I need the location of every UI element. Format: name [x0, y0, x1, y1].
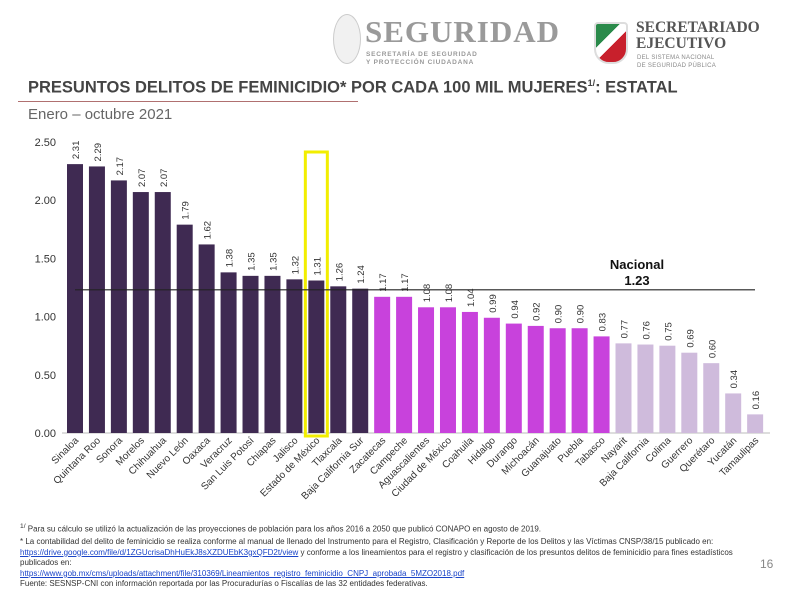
sesnsp-shield-icon — [594, 22, 628, 64]
y-tick-label: 2.50 — [35, 137, 56, 149]
data-label: 0.60 — [707, 340, 718, 359]
bar-tamaulipas — [747, 414, 764, 433]
data-label: 0.83 — [598, 313, 609, 332]
bar-guerrero — [681, 352, 698, 433]
data-label: 1.08 — [444, 284, 455, 303]
y-tick-label: 2.00 — [35, 195, 56, 207]
data-label: 1.26 — [334, 263, 345, 282]
data-label: 0.69 — [685, 329, 696, 348]
data-label: 0.16 — [751, 391, 762, 410]
gob-link[interactable]: https://www.gob.mx/cms/uploads/attachmen… — [20, 568, 465, 578]
highlight-box — [303, 150, 329, 438]
y-tick-label: 1.50 — [35, 253, 56, 265]
data-label: 1.17 — [400, 273, 411, 292]
page-number: 16 — [760, 557, 774, 571]
data-label: 0.34 — [729, 370, 740, 389]
footnote-2: * La contabilidad del delito de feminici… — [20, 537, 733, 578]
sesnsp-logo-subtitle: DEL SISTEMA NACIONAL DE SEGURIDAD PÚBLICA — [637, 55, 717, 69]
bar-baja-california — [637, 344, 654, 433]
bar-puebla — [571, 328, 588, 433]
footnote-1: 1/ Para su cálculo se utilizó la actuali… — [20, 523, 542, 534]
data-label: 0.90 — [554, 305, 565, 324]
data-label: 2.29 — [93, 143, 104, 162]
bar-veracruz — [220, 272, 237, 433]
national-label: Nacional — [610, 257, 664, 272]
bar-jalisco — [286, 279, 303, 433]
data-label: 1.32 — [290, 256, 301, 275]
bar-sonora — [110, 180, 127, 433]
data-label: 0.99 — [488, 294, 499, 313]
data-label: 1.35 — [247, 252, 258, 271]
bar-estado-de-m-xico — [308, 280, 325, 433]
source-note: Fuente: SESNSP-CNI con información repor… — [20, 579, 428, 589]
bar-san-luis-potos- — [242, 275, 259, 433]
data-label: 2.07 — [159, 169, 170, 188]
national-value-label: 1.23 — [624, 273, 649, 288]
title-divider — [18, 101, 358, 102]
national-seal-icon — [333, 14, 361, 64]
seguridad-logo-subtitle: SECRETARÍA DE SEGURIDAD Y PROTECCIÓN CIUD… — [366, 51, 478, 66]
bar-baja-california-sur — [352, 288, 369, 433]
slide-title: PRESUNTOS DELITOS DE FEMINICIDIO* POR CA… — [28, 78, 678, 97]
bar-durango — [505, 323, 522, 433]
data-label: 0.92 — [532, 302, 543, 321]
bar-sinaloa — [67, 164, 83, 433]
data-label: 0.75 — [663, 322, 674, 341]
data-label: 1.17 — [378, 273, 389, 292]
slide-subtitle: Enero – octubre 2021 — [28, 106, 173, 123]
data-label: 1.62 — [203, 221, 214, 240]
bar-chihuahua — [154, 192, 171, 433]
data-label: 0.90 — [576, 305, 587, 324]
bar-morelos — [132, 192, 149, 433]
bar-quer-taro — [703, 363, 720, 433]
bar-michoac-n — [527, 325, 544, 433]
bar-ciudad-de-m-xico — [439, 307, 456, 433]
bar-chart: 0.000.501.001.502.002.50 2.31Sinaloa2.29Q… — [35, 137, 770, 502]
bar-coahuila — [461, 311, 478, 433]
data-label: 1.08 — [422, 284, 433, 303]
data-label: 0.76 — [641, 321, 652, 340]
data-label: 1.38 — [225, 249, 236, 268]
data-label: 2.31 — [71, 141, 82, 160]
bar-guanajuato — [549, 328, 566, 433]
bar-campeche — [396, 296, 413, 433]
bar-oaxaca — [198, 244, 215, 433]
data-label: 1.31 — [312, 257, 323, 276]
data-label: 1.24 — [356, 265, 367, 284]
footnotes: 1/ Para su cálculo se utilizó la actuali… — [20, 522, 750, 590]
y-tick-label: 1.00 — [35, 312, 56, 324]
bar-quintana-roo — [88, 166, 105, 433]
bar-nuevo-le-n — [176, 224, 193, 433]
bar-yucat-n — [725, 393, 742, 433]
data-label: 1.35 — [268, 252, 279, 271]
y-tick-label: 0.50 — [35, 370, 56, 382]
bar-chiapas — [264, 275, 281, 433]
seguridad-logo-title: SEGURIDAD — [365, 14, 561, 49]
bar-zacatecas — [374, 296, 391, 433]
data-label: 0.94 — [510, 300, 521, 319]
data-label: 1.79 — [181, 201, 192, 220]
drive-link[interactable]: https://drive.google.com/file/d/1ZGUcris… — [20, 547, 299, 557]
data-label: 2.07 — [137, 169, 148, 188]
y-tick-label: 0.00 — [35, 428, 56, 440]
bar-tlaxcala — [330, 286, 347, 433]
bar-aguascalientes — [418, 307, 435, 433]
bar-hidalgo — [483, 317, 500, 433]
sesnsp-logo-title: SECRETARIADO EJECUTIVO — [636, 19, 760, 52]
bar-colima — [659, 345, 676, 433]
data-label: 0.77 — [620, 320, 631, 339]
data-label: 2.17 — [115, 157, 126, 176]
bar-tabasco — [593, 336, 610, 433]
data-label: 1.04 — [466, 288, 477, 307]
bar-nayarit — [615, 343, 632, 433]
